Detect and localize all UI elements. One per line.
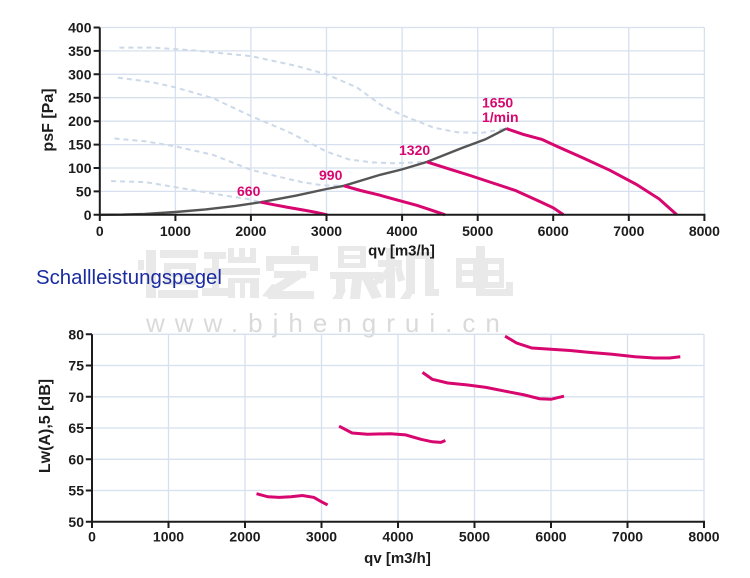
svg-text:qv [m3/h]: qv [m3/h]	[364, 550, 431, 567]
svg-text:70: 70	[68, 389, 84, 405]
svg-text:Schallleistungspegel: Schallleistungspegel	[36, 267, 222, 289]
svg-text:2000: 2000	[229, 529, 260, 545]
svg-text:8000: 8000	[688, 529, 719, 545]
svg-text:psF [Pa]: psF [Pa]	[40, 88, 57, 151]
svg-text:65: 65	[68, 420, 84, 436]
svg-text:6000: 6000	[535, 529, 566, 545]
svg-text:qv [m3/h]: qv [m3/h]	[368, 243, 435, 260]
svg-text:0: 0	[84, 207, 92, 223]
svg-text:200: 200	[68, 113, 92, 129]
svg-text:250: 250	[68, 90, 92, 106]
svg-text:400: 400	[68, 20, 92, 36]
svg-text:60: 60	[68, 451, 84, 467]
svg-text:50: 50	[76, 183, 92, 199]
svg-text:350: 350	[68, 43, 92, 59]
svg-text:80: 80	[68, 326, 84, 342]
svg-text:50: 50	[68, 514, 84, 530]
svg-text:7000: 7000	[613, 223, 644, 239]
svg-text:4000: 4000	[387, 223, 418, 239]
svg-text:55: 55	[68, 483, 84, 499]
svg-text:2000: 2000	[235, 223, 266, 239]
svg-text:990: 990	[319, 167, 343, 183]
svg-text:75: 75	[68, 358, 84, 374]
svg-text:300: 300	[68, 66, 92, 82]
svg-text:1/min: 1/min	[482, 109, 519, 125]
svg-text:www.bjhengrui.cn: www.bjhengrui.cn	[145, 308, 510, 338]
svg-text:0: 0	[96, 223, 104, 239]
svg-text:5000: 5000	[459, 529, 490, 545]
svg-text:660: 660	[237, 183, 261, 199]
svg-text:0: 0	[88, 529, 96, 545]
svg-text:3000: 3000	[306, 529, 337, 545]
svg-text:3000: 3000	[311, 223, 342, 239]
svg-text:150: 150	[68, 137, 92, 153]
svg-text:1000: 1000	[160, 223, 191, 239]
svg-text:6000: 6000	[538, 223, 569, 239]
svg-text:1650: 1650	[482, 95, 513, 111]
svg-text:4000: 4000	[382, 529, 413, 545]
svg-text:1000: 1000	[153, 529, 184, 545]
svg-text:8000: 8000	[689, 223, 720, 239]
svg-text:7000: 7000	[612, 529, 643, 545]
svg-text:1320: 1320	[399, 142, 430, 158]
svg-text:Lw(A),5 [dB]: Lw(A),5 [dB]	[37, 379, 54, 473]
svg-text:100: 100	[68, 160, 92, 176]
svg-text:5000: 5000	[462, 223, 493, 239]
